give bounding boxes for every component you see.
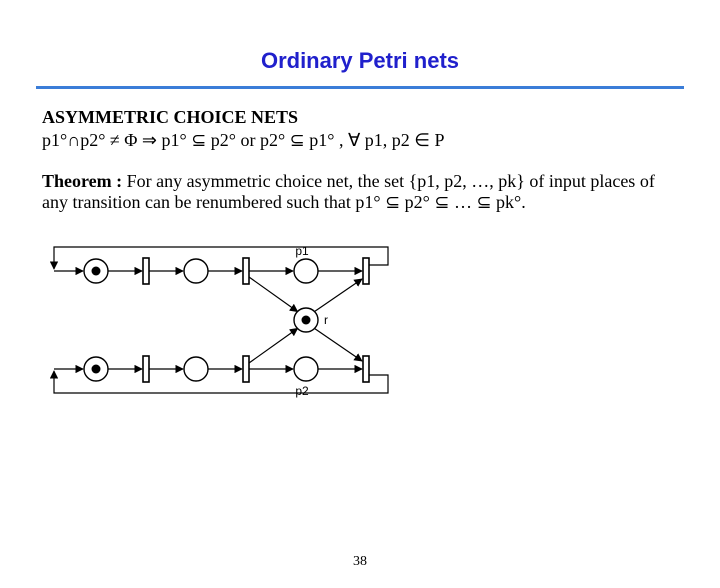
content-block: ASYMMETRIC CHOICE NETS p1°∩p2° ≠ Φ ⇒ p1°… [0,107,720,213]
svg-text:p2: p2 [295,384,309,398]
page-number: 38 [0,554,720,570]
definition-heading: ASYMMETRIC CHOICE NETS [42,107,678,128]
title-rule [36,86,684,89]
theorem-paragraph: Theorem : For any asymmetric choice net,… [42,171,678,213]
title-text: Ordinary Petri nets [261,48,459,73]
theorem-body: For any asymmetric choice net, the set {… [42,171,655,212]
definition-formula: p1°∩p2° ≠ Φ ⇒ p1° ⊆ p2° or p2° ⊆ p1° , ∀… [42,130,678,151]
svg-text:r: r [324,313,328,327]
svg-text:p1: p1 [295,244,309,258]
petri-net-diagram: p1 p2 r [36,241,720,411]
page-title: Ordinary Petri nets [0,48,720,74]
theorem-label: Theorem : [42,171,127,191]
